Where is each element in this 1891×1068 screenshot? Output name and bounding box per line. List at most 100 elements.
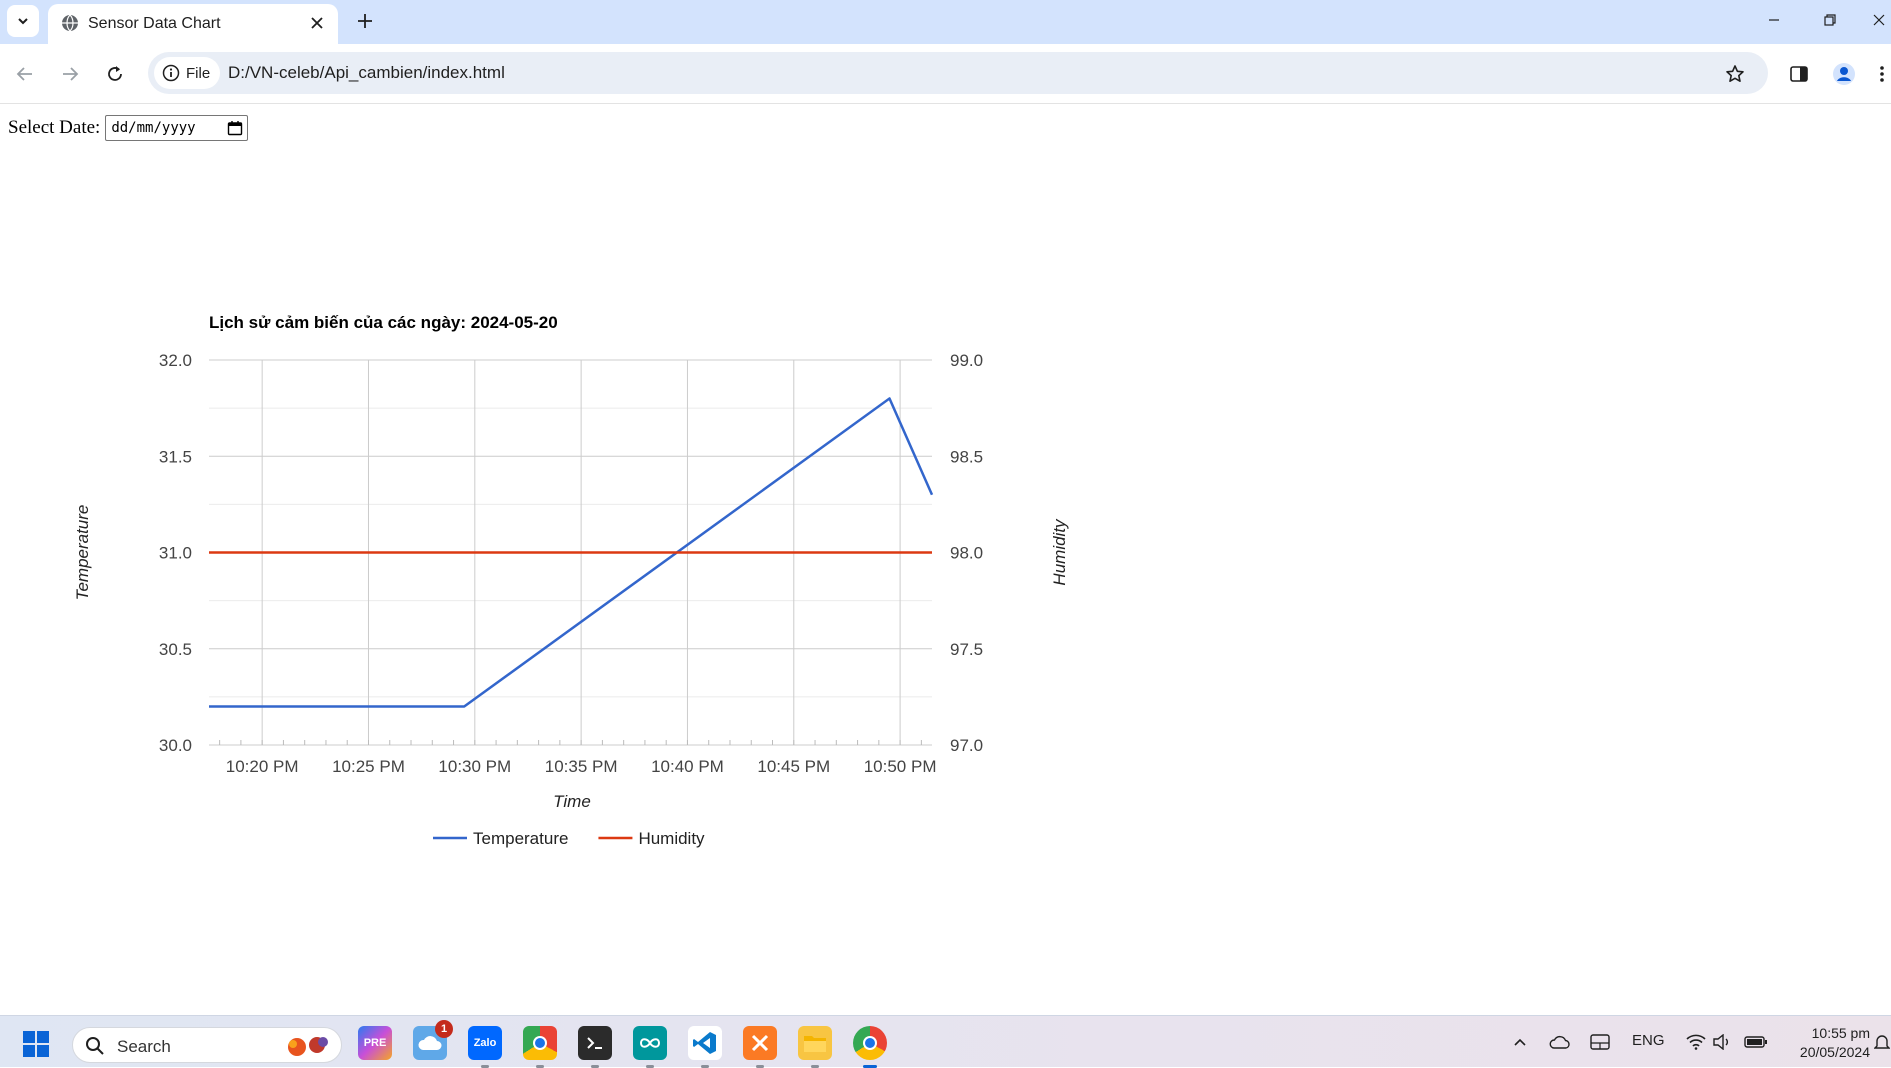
copilot-icon[interactable]: PRE xyxy=(358,1026,392,1060)
windows-start-icon[interactable] xyxy=(22,1030,50,1058)
y-right-tick-label: 98.0 xyxy=(950,544,983,563)
notification-badge: 1 xyxy=(435,1020,453,1038)
battery-icon[interactable] xyxy=(1744,1030,1768,1054)
arduino-icon[interactable] xyxy=(633,1026,667,1068)
zalo-icon[interactable]: Zalo xyxy=(468,1026,502,1068)
notifications-button[interactable] xyxy=(1872,1030,1891,1054)
chart-series xyxy=(209,397,934,708)
windows-taskbar: Search PRE 1 Zalo ENG xyxy=(0,1015,1891,1068)
star-icon xyxy=(1726,65,1744,82)
y-axis-left-ticks: 30.0 30.5 31.0 31.5 32.0 xyxy=(159,351,192,755)
keyboard-icon xyxy=(1590,1034,1610,1050)
calendar-icon[interactable] xyxy=(227,120,243,136)
y-left-tick-label: 30.0 xyxy=(159,736,192,755)
x-axis-label: Time xyxy=(553,792,591,811)
vscode-logo-icon xyxy=(693,1032,716,1054)
back-button[interactable] xyxy=(9,58,41,90)
globe-icon xyxy=(62,14,78,32)
y-left-tick-label: 30.5 xyxy=(159,640,192,659)
site-chip-label: File xyxy=(186,64,211,82)
arrow-right-icon xyxy=(63,67,79,81)
legend-label[interactable]: Temperature xyxy=(473,829,568,848)
chevron-down-icon xyxy=(18,18,28,25)
date-input[interactable]: dd/mm/yyyy xyxy=(105,115,249,141)
x-tick-label: 10:25 PM xyxy=(332,757,405,776)
y-axis-right-label: Humidity xyxy=(1050,518,1069,586)
infinity-icon xyxy=(639,1038,661,1048)
y-right-tick-label: 97.5 xyxy=(950,640,983,659)
search-highlight-icon xyxy=(288,1037,328,1056)
plus-icon xyxy=(358,14,372,28)
side-panel-button[interactable] xyxy=(1783,58,1815,90)
chrome-icon[interactable] xyxy=(853,1026,887,1068)
xampp-icon[interactable] xyxy=(743,1026,777,1068)
x-axis-ticks: 10:20 PM 10:25 PM 10:30 PM 10:35 PM 10:40 PM… xyxy=(226,757,937,776)
reload-button[interactable] xyxy=(99,58,131,90)
taskbar-clock[interactable]: 10:55 pm 20/05/2024 xyxy=(1780,1024,1870,1062)
reload-icon xyxy=(108,66,122,81)
menu-button[interactable] xyxy=(1872,58,1891,90)
xampp-logo-icon xyxy=(751,1034,769,1052)
tab-search-button[interactable] xyxy=(7,5,39,37)
minimize-button[interactable] xyxy=(1756,6,1792,34)
x-tick-label: 10:30 PM xyxy=(438,757,511,776)
y-left-tick-label: 31.0 xyxy=(159,544,192,563)
date-label: Select Date: xyxy=(8,117,101,138)
window-close-button[interactable] xyxy=(1866,6,1891,34)
info-icon xyxy=(162,64,180,82)
language-indicator[interactable]: ENG xyxy=(1632,1032,1665,1049)
cloud-icon xyxy=(418,1036,442,1050)
y-axis-left-label: Temperature xyxy=(73,505,92,601)
x-tick-label: 10:35 PM xyxy=(545,757,618,776)
search-icon xyxy=(86,1037,104,1055)
chart-title: Lịch sử cảm biến của các ngày: 2024-05-2… xyxy=(209,313,558,332)
arrow-left-icon xyxy=(16,67,32,81)
y-left-tick-label: 31.5 xyxy=(159,447,192,466)
profile-button[interactable] xyxy=(1828,58,1860,90)
taskbar-search[interactable]: Search xyxy=(72,1027,342,1063)
restore-icon xyxy=(1824,14,1836,26)
sensor-line-chart: Lịch sử cảm biến của các ngày: 2024-05-2… xyxy=(73,313,1069,848)
x-tick-label: 10:45 PM xyxy=(757,757,830,776)
wifi-signal-icon xyxy=(1686,1034,1706,1050)
battery-charging-icon xyxy=(1744,1036,1767,1048)
folder-icon xyxy=(804,1036,826,1052)
tab-title: Sensor Data Chart xyxy=(88,15,221,32)
clock-date: 20/05/2024 xyxy=(1799,1044,1870,1060)
cloud-outline-icon xyxy=(1549,1035,1570,1049)
x-tick-label: 10:50 PM xyxy=(864,757,937,776)
x-tick-label: 10:40 PM xyxy=(651,757,724,776)
file-explorer-icon[interactable] xyxy=(798,1026,832,1068)
address-bar[interactable]: File D:/VN-celeb/Api_cambien/index.html xyxy=(148,52,1768,94)
browser-tab-strip: Sensor Data Chart xyxy=(0,0,1891,44)
y-left-tick-label: 32.0 xyxy=(159,351,192,370)
tablet-mode-icon[interactable] xyxy=(1588,1030,1612,1054)
tab-close-button[interactable] xyxy=(306,12,328,34)
chrome-center-icon xyxy=(533,1036,547,1050)
onedrive-icon[interactable] xyxy=(1548,1030,1572,1054)
page-content: Select Date: dd/mm/yyyy Lịch sử cảm biến… xyxy=(0,105,1891,1015)
speaker-icon xyxy=(1713,1034,1728,1050)
wifi-icon[interactable] xyxy=(1684,1030,1708,1054)
volume-icon[interactable] xyxy=(1710,1030,1734,1054)
new-tab-button[interactable] xyxy=(351,7,379,35)
vscode-icon[interactable] xyxy=(688,1026,722,1068)
bell-icon xyxy=(1873,1035,1890,1049)
weather-icon[interactable]: 1 xyxy=(413,1020,453,1060)
legend-label[interactable]: Humidity xyxy=(638,829,705,848)
x-tick-label: 10:20 PM xyxy=(226,757,299,776)
forward-button[interactable] xyxy=(54,58,86,90)
bookmark-button[interactable] xyxy=(1722,61,1748,87)
y-axis-right-ticks: 97.0 97.5 98.0 98.5 99.0 xyxy=(950,351,983,755)
url-text[interactable]: D:/VN-celeb/Api_cambien/index.html xyxy=(228,63,505,82)
active-tab[interactable]: Sensor Data Chart xyxy=(48,4,338,44)
close-icon xyxy=(1873,14,1884,26)
minimize-icon xyxy=(1769,19,1779,21)
chrome-beta-icon[interactable] xyxy=(523,1026,557,1068)
restore-button[interactable] xyxy=(1812,6,1848,34)
site-info-chip[interactable]: File xyxy=(154,57,221,89)
y-right-tick-label: 97.0 xyxy=(950,736,983,755)
kebab-menu-icon xyxy=(1879,66,1884,82)
terminal-icon[interactable] xyxy=(578,1026,612,1068)
show-hidden-icons-button[interactable] xyxy=(1508,1030,1532,1054)
